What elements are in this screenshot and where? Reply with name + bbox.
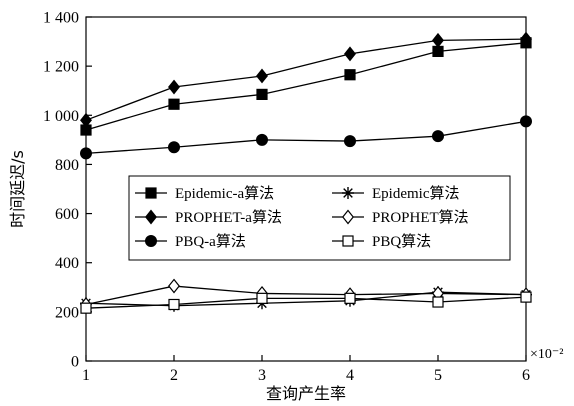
x-tick-label: 6: [522, 367, 530, 384]
x-axis-unit: ×10⁻²: [530, 347, 563, 362]
legend: Epidemic-a算法 PROPHET-a算法 PBQ-a算法 Epidemic算法…: [128, 175, 511, 261]
legend-marker: [145, 187, 157, 199]
series-group: [80, 291, 532, 314]
legend-marker: [145, 209, 157, 225]
data-point: [256, 88, 268, 101]
legend-label: PROPHET算法: [372, 208, 469, 226]
plot-frame: [85, 16, 527, 362]
data-point: [256, 292, 268, 304]
x-tick-label: 4: [346, 367, 354, 384]
data-point: [432, 32, 444, 48]
data-point: [256, 133, 268, 146]
data-point: [432, 130, 444, 143]
data-point: [256, 68, 268, 84]
series-line: [85, 120, 527, 155]
data-point: [344, 135, 356, 148]
legend-label: PBQ算法: [372, 232, 431, 250]
legend-label: Epidemic-a算法: [175, 184, 274, 202]
data-point: [344, 46, 356, 62]
series-group: [80, 115, 532, 160]
y-tick-label: 200: [55, 304, 79, 321]
data-point: [432, 296, 444, 308]
data-point: [344, 69, 356, 81]
legend-marker: [145, 235, 157, 247]
x-tick-label: 5: [434, 367, 442, 384]
series-line: [85, 296, 527, 309]
data-point: [168, 278, 180, 294]
legend-label: PROPHET-a算法: [175, 208, 282, 226]
data-point: [520, 31, 532, 47]
x-tick-label: 1: [82, 367, 90, 384]
data-point: [168, 79, 180, 95]
data-point: [168, 298, 180, 311]
x-axis-title: 查询产生率: [266, 384, 346, 403]
x-tick-label: 2: [170, 367, 178, 384]
data-point: [168, 98, 180, 110]
y-tick-label: 600: [55, 206, 79, 223]
legend-marker: [342, 209, 354, 225]
y-tick-label: 0: [71, 354, 79, 371]
data-point: [80, 112, 92, 128]
legend-label: PBQ-a算法: [175, 232, 246, 250]
series-layer: [80, 31, 532, 314]
y-tick-label: 1 400: [43, 10, 79, 27]
data-point: [432, 45, 444, 58]
data-point: [168, 141, 180, 154]
series-group: [80, 31, 532, 128]
series-line: [85, 42, 527, 131]
y-tick-label: 400: [55, 255, 79, 272]
series-line: [85, 285, 527, 306]
series-group: [80, 278, 532, 312]
y-axis-title: 时间延迟/s: [8, 150, 27, 228]
series-line: [85, 38, 527, 121]
legend-label: Epidemic算法: [372, 184, 459, 202]
axis-ticks: 0 200 400 600 800 1 000 1 200 1 400 1 2 3 4 5 6: [43, 10, 530, 385]
legend-marker: [342, 235, 354, 247]
y-tick-label: 1 200: [43, 59, 79, 76]
data-point: [520, 115, 532, 128]
x-tick-label: 3: [258, 367, 266, 384]
y-tick-label: 800: [55, 157, 79, 174]
data-point: [344, 292, 356, 304]
data-point: [80, 147, 92, 160]
series-group: [80, 37, 532, 136]
y-tick-label: 1 000: [43, 108, 79, 125]
data-point: [520, 291, 532, 303]
legend-box: [128, 175, 511, 261]
data-point: [80, 302, 92, 314]
legend-marker: [342, 187, 354, 199]
